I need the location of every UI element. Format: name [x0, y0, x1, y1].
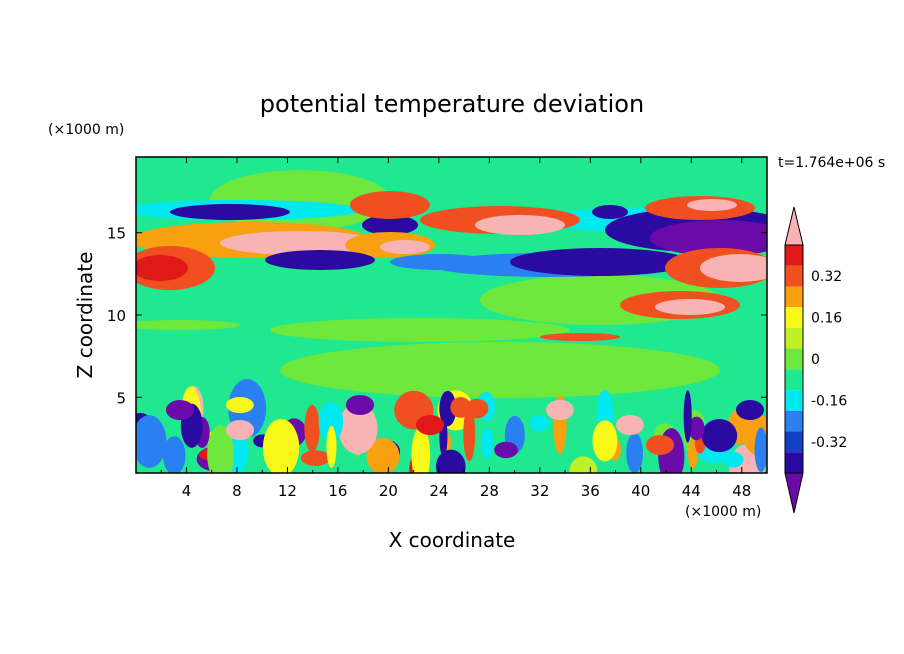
colorbar-min-arrow: [784, 472, 804, 514]
x-tick-label: 48: [732, 482, 751, 500]
contour-region: [326, 425, 337, 468]
contour-region: [700, 254, 767, 282]
colorbar-box: [785, 452, 803, 473]
x-unit-label: (×1000 m): [685, 504, 761, 520]
contour-region: [688, 416, 705, 441]
contour-region: [346, 395, 374, 415]
contour-region: [687, 199, 737, 211]
contour-region: [529, 415, 550, 432]
y-unit-label: (×1000 m): [48, 122, 124, 138]
colorbar-box: [785, 245, 803, 266]
contour-region: [736, 400, 764, 420]
x-axis-title: X coordinate: [389, 528, 516, 552]
contour-region: [338, 403, 378, 455]
x-tick-label: 20: [379, 482, 398, 500]
contour-region: [450, 396, 471, 418]
contour-region: [304, 404, 320, 453]
x-tick-label: 8: [232, 482, 242, 500]
contour-region: [350, 191, 430, 219]
x-axis: 4 8 12 16 20 24 28 32 36 40 44 48: [160, 157, 751, 500]
contour-region: [136, 255, 188, 281]
contour-region: [569, 456, 598, 473]
colorbar-label: 0.32: [811, 269, 842, 285]
colorbar-box: [785, 286, 803, 308]
x-tick-label: 4: [182, 482, 192, 500]
contour-region: [655, 299, 725, 315]
contour-region: [162, 436, 186, 473]
x-tick-label: 36: [581, 482, 600, 500]
contour-region: [616, 415, 644, 435]
x-tick-label: 24: [429, 482, 448, 500]
colorbar-box: [785, 390, 803, 411]
contour-region: [646, 435, 674, 455]
contour-region: [362, 215, 418, 235]
contour-region: [683, 390, 692, 443]
contour-region: [494, 441, 518, 459]
colorbar-box: [785, 369, 803, 391]
contour-region: [378, 447, 393, 473]
colorbar-max-arrow: [784, 206, 804, 246]
colorbar-box: [785, 348, 803, 370]
y-tick-label: 10: [107, 307, 126, 325]
colorbar: 0.32 0.16 0 -0.16 -0.32: [784, 206, 847, 514]
contour-region: [220, 231, 380, 255]
x-tick-label: 16: [328, 482, 347, 500]
colorbar-box: [785, 431, 803, 453]
contour-region: [435, 449, 466, 473]
colorbar-box: [785, 410, 803, 432]
x-tick-label: 44: [682, 482, 701, 500]
contour-region: [136, 320, 240, 330]
colorbar-label: -0.32: [811, 435, 847, 451]
colorbar-label: -0.16: [811, 393, 847, 409]
y-tick-label: 5: [116, 389, 126, 407]
contour-region: [225, 396, 254, 414]
contour-region: [701, 419, 738, 453]
contour-region: [166, 400, 194, 420]
contour-region: [463, 406, 476, 462]
contour-region: [626, 433, 644, 473]
contour-region: [318, 401, 344, 442]
x-tick-label: 40: [631, 482, 650, 500]
contour-region: [481, 428, 494, 459]
colorbar-frame: [784, 244, 804, 474]
colorbar-box: [785, 307, 803, 328]
contour-region: [592, 420, 618, 462]
colorbar-label: 0.16: [811, 311, 842, 327]
contour-region: [592, 205, 628, 219]
contour-region: [411, 426, 431, 473]
chart-title: potential temperature deviation: [260, 90, 644, 118]
colorbar-label: 0: [811, 352, 820, 368]
contour-region: [136, 415, 167, 468]
contour-region: [510, 248, 690, 276]
time-label: t=1.764e+06 s: [778, 155, 885, 171]
contour-region: [170, 204, 290, 220]
x-tick-label: 28: [480, 482, 499, 500]
colorbar-box: [785, 265, 803, 287]
contour-region: [380, 240, 430, 254]
contour-region: [475, 215, 565, 235]
contour-region: [546, 400, 574, 420]
contour-region: [207, 425, 234, 473]
contour-region: [650, 220, 767, 256]
contour-region: [300, 450, 331, 466]
contour-region: [540, 333, 620, 341]
contour-region: [270, 318, 570, 342]
contour-region: [754, 427, 767, 473]
contour-field: [136, 157, 767, 473]
contour-region: [465, 398, 489, 419]
contour-region: [416, 415, 444, 435]
contour-region: [226, 420, 254, 440]
y-tick-label: 15: [107, 225, 126, 243]
contour-region: [722, 451, 744, 468]
contour-region: [262, 418, 300, 473]
y-axis: 5 10 15: [107, 225, 767, 407]
contour-region: [280, 342, 720, 398]
colorbar-box: [785, 327, 803, 349]
y-axis-title: Z coordinate: [73, 252, 97, 379]
x-tick-label: 12: [278, 482, 297, 500]
x-tick-label: 32: [530, 482, 549, 500]
contour-region: [265, 250, 375, 270]
